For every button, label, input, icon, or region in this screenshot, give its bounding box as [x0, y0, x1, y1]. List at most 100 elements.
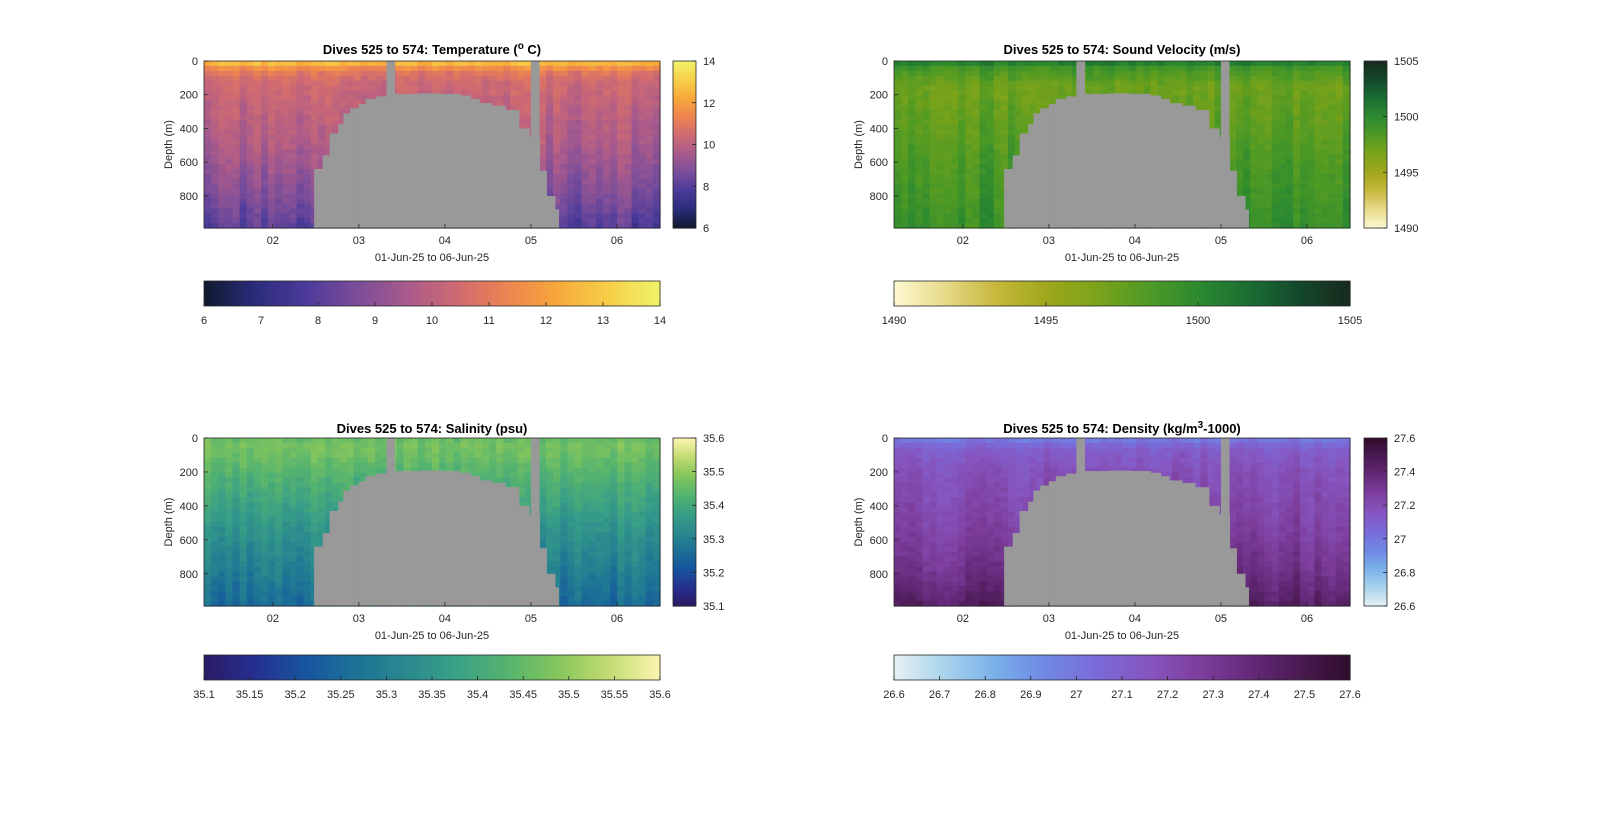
heatmap-cell: [1300, 213, 1308, 219]
heatmap-cell: [901, 66, 909, 72]
heatmap-cell: [923, 135, 931, 141]
colorbar-cell: [1325, 281, 1331, 306]
heatmap-cell: [930, 140, 938, 146]
heatmap-cell: [204, 71, 212, 77]
heatmap-cell: [567, 100, 575, 106]
heatmap-cell: [596, 105, 604, 111]
heatmap-cell: [518, 61, 526, 67]
heatmap-cell: [282, 184, 290, 190]
colorbar-tick-label: 6: [201, 315, 207, 327]
heatmap-cell: [1336, 145, 1344, 151]
heatmap-cell: [653, 90, 661, 96]
heatmap-cell: [211, 527, 219, 533]
heatmap-cell: [233, 517, 241, 523]
heatmap-cell: [646, 184, 654, 190]
heatmap-cell: [1165, 71, 1173, 77]
heatmap-cell: [596, 76, 604, 82]
heatmap-cell: [347, 90, 355, 96]
heatmap-cell: [646, 105, 654, 111]
heatmap-cell: [1307, 159, 1315, 165]
heatmap-cell: [468, 81, 476, 87]
heatmap-cell: [503, 71, 511, 77]
heatmap-cell: [603, 189, 611, 195]
heatmap-cell: [560, 179, 568, 185]
heatmap-cell: [603, 213, 611, 219]
heatmap-cell: [418, 81, 426, 87]
heatmap-cell: [225, 586, 233, 592]
heatmap-cell: [339, 71, 347, 77]
heatmap-cell: [567, 90, 575, 96]
heatmap-cell: [994, 81, 1002, 87]
heatmap-cell: [560, 120, 568, 126]
heatmap-cell: [1329, 145, 1337, 151]
colorbar-cell: [559, 281, 565, 306]
heatmap-cell: [1322, 100, 1330, 106]
heatmap-cell: [1307, 81, 1315, 87]
heatmap-cell: [546, 140, 554, 146]
heatmap-cell: [261, 86, 269, 92]
colorbar-cell: [594, 281, 600, 306]
heatmap-cell: [518, 100, 526, 106]
heatmap-cell: [225, 448, 233, 454]
heatmap-cell: [639, 115, 647, 121]
heatmap-cell: [546, 125, 554, 131]
heatmap-cell: [204, 478, 212, 484]
heatmap-cell: [1037, 90, 1045, 96]
heatmap-cell: [1129, 81, 1137, 87]
heatmap-cell: [1265, 145, 1273, 151]
heatmap-cell: [496, 66, 504, 72]
heatmap-cell: [1314, 213, 1322, 219]
heatmap-cell: [297, 164, 305, 170]
heatmap-cell: [937, 81, 945, 87]
heatmap-cell: [233, 522, 241, 528]
heatmap-cell: [1044, 95, 1052, 101]
heatmap-cell: [1286, 208, 1294, 214]
heatmap-cell: [1022, 66, 1030, 72]
heatmap-cell: [1336, 199, 1344, 205]
heatmap-cell: [225, 473, 233, 479]
heatmap-cell: [567, 164, 575, 170]
heatmap-cell: [1008, 125, 1016, 131]
heatmap-cell: [1272, 115, 1280, 121]
colorbar-cell: [1122, 281, 1128, 306]
heatmap-cell: [1001, 81, 1009, 87]
heatmap-cell: [404, 71, 412, 77]
heatmap-cell: [958, 125, 966, 131]
seafloor-block: [505, 110, 519, 228]
heatmap-cell: [923, 66, 931, 72]
heatmap-cell: [1008, 140, 1016, 146]
heatmap-cell: [204, 169, 212, 175]
heatmap-cell: [275, 76, 283, 82]
heatmap-cell: [930, 208, 938, 214]
heatmap-cell: [225, 458, 233, 464]
heatmap-cell: [240, 208, 248, 214]
heatmap-cell: [965, 203, 973, 209]
heatmap-cell: [1293, 115, 1301, 121]
heatmap-cell: [311, 81, 319, 87]
heatmap-cell: [1293, 135, 1301, 141]
heatmap-cell: [1001, 90, 1009, 96]
heatmap-cell: [1293, 179, 1301, 185]
heatmap-cell: [1022, 95, 1030, 101]
heatmap-cell: [204, 179, 212, 185]
colorbar-cell: [310, 281, 316, 306]
heatmap-cell: [496, 61, 504, 67]
heatmap-cell: [425, 76, 433, 82]
heatmap-cell: [1279, 115, 1287, 121]
heatmap-cell: [275, 213, 283, 219]
heatmap-cell: [204, 463, 212, 469]
heatmap-cell: [254, 169, 262, 175]
heatmap-cell: [639, 194, 647, 200]
heatmap-cell: [1122, 76, 1130, 82]
heatmap-cell: [560, 199, 568, 205]
seafloor-block: [1236, 196, 1245, 228]
heatmap-cell: [972, 199, 980, 205]
heatmap-cell: [915, 66, 923, 72]
heatmap-cell: [589, 95, 597, 101]
heatmap-cell: [1293, 213, 1301, 219]
heatmap-cell: [268, 105, 276, 111]
heatmap-cell: [930, 189, 938, 195]
heatmap-cell: [1329, 135, 1337, 141]
heatmap-cell: [894, 164, 902, 170]
heatmap-cell: [1322, 76, 1330, 82]
